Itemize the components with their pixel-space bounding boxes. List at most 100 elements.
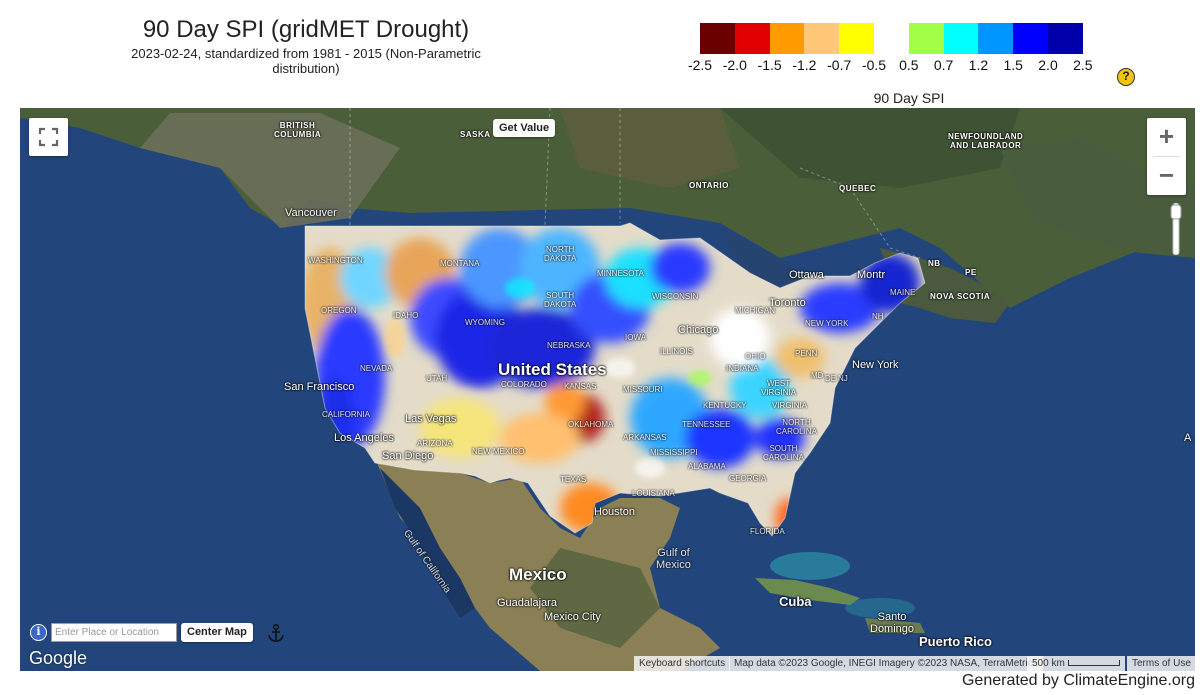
state-label-penn: PENN [795,349,818,358]
legend-tick-label: -2.5 [687,57,713,73]
zoom-out-button[interactable]: − [1158,160,1175,190]
map-label-los-angeles: Los Angeles [334,432,394,444]
keyboard-shortcuts-link[interactable]: Keyboard shortcuts [634,656,731,671]
question-mark-icon[interactable]: ? [1117,68,1135,86]
legend-tick-label: 0.7 [933,57,954,73]
map-label-gulf-of-mexico: Gulf of Mexico [656,547,691,571]
state-label-ohio: OHIO [745,352,766,361]
page-subtitle: 2023-02-24, standardized from 1981 - 201… [131,46,481,76]
state-label-kansas: KANSAS [564,382,597,391]
legend-tick-label: 1.2 [968,57,989,73]
page-title: 90 Day SPI (gridMET Drought) [142,16,470,43]
state-label-wyoming: WYOMING [465,318,505,327]
map-label-nova-scotia: NOVA SCOTIA [930,292,991,301]
state-label-new-york: NEW YORK [805,319,849,328]
legend-swatch [1047,23,1083,54]
legend-tick-label: -0.5 [861,57,887,73]
zoom-divider [1153,156,1180,157]
terms-of-use-link[interactable]: Terms of Use [1127,656,1195,671]
state-label-maine: MAINE [890,288,916,297]
map-label-british-columbia: BRITISH COLUMBIA [274,121,322,139]
fullscreen-button[interactable] [29,118,68,156]
map-label-mexico: Mexico [509,565,567,584]
map-data-attribution: Map data ©2023 Google, INEGI Imagery ©20… [729,656,1043,671]
legend-tick-label: -1.2 [792,57,817,73]
legend-tick-label: -1.5 [757,57,782,73]
zoom-controls: + − [1147,118,1186,195]
state-label-nj: NJ [838,374,848,383]
map-label-cuba: Cuba [779,594,812,609]
legend-swatch [873,23,909,54]
map-label-toronto: Toronto [769,297,806,309]
map-label-new-york: New York [852,359,899,371]
map-label-chicago: Chicago [678,324,719,336]
info-icon[interactable]: i [30,624,47,641]
map-label-guadalajara: Guadalajara [497,597,557,609]
legend-tick-label: -2.0 [722,57,747,73]
state-label-nevada: NEVADA [360,364,393,373]
legend-swatch [769,23,805,54]
state-label-md: MD [811,371,824,380]
legend-tick-label: -0.7 [827,57,852,73]
state-label-illinois: ILLINOIS [660,347,693,356]
legend-ticks: -2.5 -2.0 -1.5 -1.2 -0.7 -0.5 0.5 0.7 1.2 1.5 2.0 2… [680,57,1100,75]
state-label-iowa: IOWA [625,333,647,342]
state-label-louisiana: LOUISIANA [632,489,675,498]
zoom-in-button[interactable]: + [1158,121,1175,151]
legend-color-bar [700,23,1083,54]
map-label-vancouver: Vancouver [285,207,337,219]
legend-swatch [978,23,1014,54]
center-map-button[interactable]: Center Map [181,623,253,642]
map-label-a-edge: A [1184,432,1192,444]
get-value-button[interactable]: Get Value [493,119,556,137]
state-label-north-carolina: NORTH CAROLINA [776,418,817,436]
state-label-south-dakota: SOUTH DAKOTA [544,291,577,309]
state-label-arizona: ARIZONA [417,439,453,448]
map-label-las-vegas: Las Vegas [405,413,457,425]
map-view[interactable]: BRITISH COLUMBIA SASKA ONTARIO QUEBEC NE… [20,108,1195,671]
state-label-indiana: INDIANA [726,364,759,373]
legend-swatch [1013,23,1048,54]
state-label-new-mexico: NEW MEXICO [472,447,525,456]
map-label-quebec: QUEBEC [839,184,877,193]
legend-swatch [804,23,840,54]
legend-swatch [943,23,979,54]
state-label-idaho: IDAHO [393,311,419,320]
state-label-georgia: GEORGIA [729,474,767,483]
map-label-newfoundland: NEWFOUNDLAND AND LABRADOR [948,132,1024,150]
map-label-san-diego: San Diego [382,450,434,462]
place-search-input[interactable] [51,623,177,642]
legend-swatch [734,23,770,54]
map-label-mexico-city: Mexico City [544,611,601,623]
map-label-san-francisco: San Francisco [284,381,355,393]
zoom-slider[interactable] [1170,203,1182,255]
legend-tick-label: 1.5 [1003,57,1023,73]
state-label-tennessee: TENNESSEE [682,420,731,429]
state-label-texas: TEXAS [560,475,587,484]
legend-swatch [908,23,944,54]
state-label-washington: WASHINGTON [308,256,363,265]
state-label-florida: FLORIDA [750,527,785,536]
state-label-wisconsin: WISCONSIN [652,292,699,301]
map-label-ottawa: Ottawa [789,269,824,281]
legend-tick-label: 2.5 [1073,57,1093,73]
state-label-alabama: ALABAMA [688,462,726,471]
state-label-missouri: MISSOURI [623,385,663,394]
state-label-michigan: MICHIGAN [735,306,775,315]
state-label-nh: NH [872,312,884,321]
state-label-colorado: COLORADO [501,380,547,389]
state-label-oregon: OREGON [321,306,357,315]
state-label-montana: MONTANA [440,259,480,268]
legend-title: 90 Day SPI [873,90,945,106]
legend-swatch [700,23,735,54]
scale-control[interactable]: 500 km [1027,656,1125,671]
state-label-oklahoma: OKLAHOMA [568,420,614,429]
map-label-santo-domingo: Santo Domingo [870,611,915,635]
satellite-basemap [20,108,1195,671]
google-logo: Google [29,648,88,668]
map-label-saskatchewan: SASKA [460,130,491,139]
legend-tick-label: 2.0 [1038,57,1058,73]
state-label-minnesota: MINNESOTA [597,269,644,278]
state-label-kentucky: KENTUCKY [703,401,747,410]
anchor-icon[interactable] [267,623,285,643]
